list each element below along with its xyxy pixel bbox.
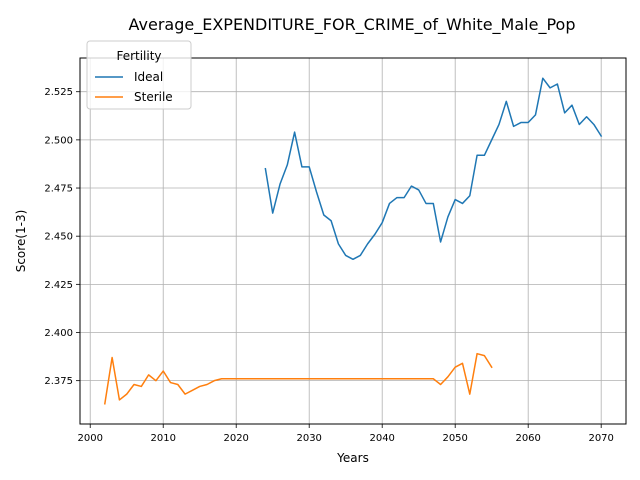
x-tick-label: 2010 bbox=[150, 433, 175, 444]
x-tick-label: 2030 bbox=[296, 433, 321, 444]
legend-label-sterile: Sterile bbox=[134, 90, 173, 104]
y-tick-label: 2.500 bbox=[44, 135, 73, 146]
x-tick-label: 2000 bbox=[77, 433, 102, 444]
legend-box bbox=[86, 40, 192, 110]
x-tick-label: 2060 bbox=[515, 433, 540, 444]
x-tick-label: 2040 bbox=[369, 433, 394, 444]
x-axis: 2000 2010 2020 2030 2040 2050 2060 2070 bbox=[77, 424, 614, 444]
x-axis-label: Years bbox=[336, 451, 369, 465]
y-tick-label: 2.525 bbox=[44, 87, 73, 98]
series-layer bbox=[103, 77, 603, 405]
y-tick-label: 2.450 bbox=[44, 232, 73, 243]
grid-lines bbox=[80, 58, 626, 424]
chart-title: Average_EXPENDITURE_FOR_CRIME_of_White_M… bbox=[129, 15, 576, 35]
y-tick-label: 2.375 bbox=[44, 376, 73, 387]
y-tick-label: 2.425 bbox=[44, 280, 73, 291]
y-axis: 2.375 2.400 2.425 2.450 2.475 2.500 2.525 bbox=[44, 87, 80, 387]
x-tick-label: 2050 bbox=[442, 433, 467, 444]
legend-title: Fertility bbox=[116, 49, 161, 63]
y-tick-label: 2.475 bbox=[44, 184, 73, 195]
series-line-sterile bbox=[103, 352, 493, 405]
x-tick-label: 2020 bbox=[223, 433, 248, 444]
legend-label-ideal: Ideal bbox=[134, 70, 163, 84]
y-axis-label: Score(1-3) bbox=[14, 210, 28, 273]
series-line-ideal bbox=[264, 77, 603, 261]
x-tick-label: 2070 bbox=[588, 433, 613, 444]
plot-frame bbox=[79, 57, 627, 425]
legend: Fertility Ideal Sterile bbox=[86, 40, 192, 110]
y-tick-label: 2.400 bbox=[44, 328, 73, 339]
